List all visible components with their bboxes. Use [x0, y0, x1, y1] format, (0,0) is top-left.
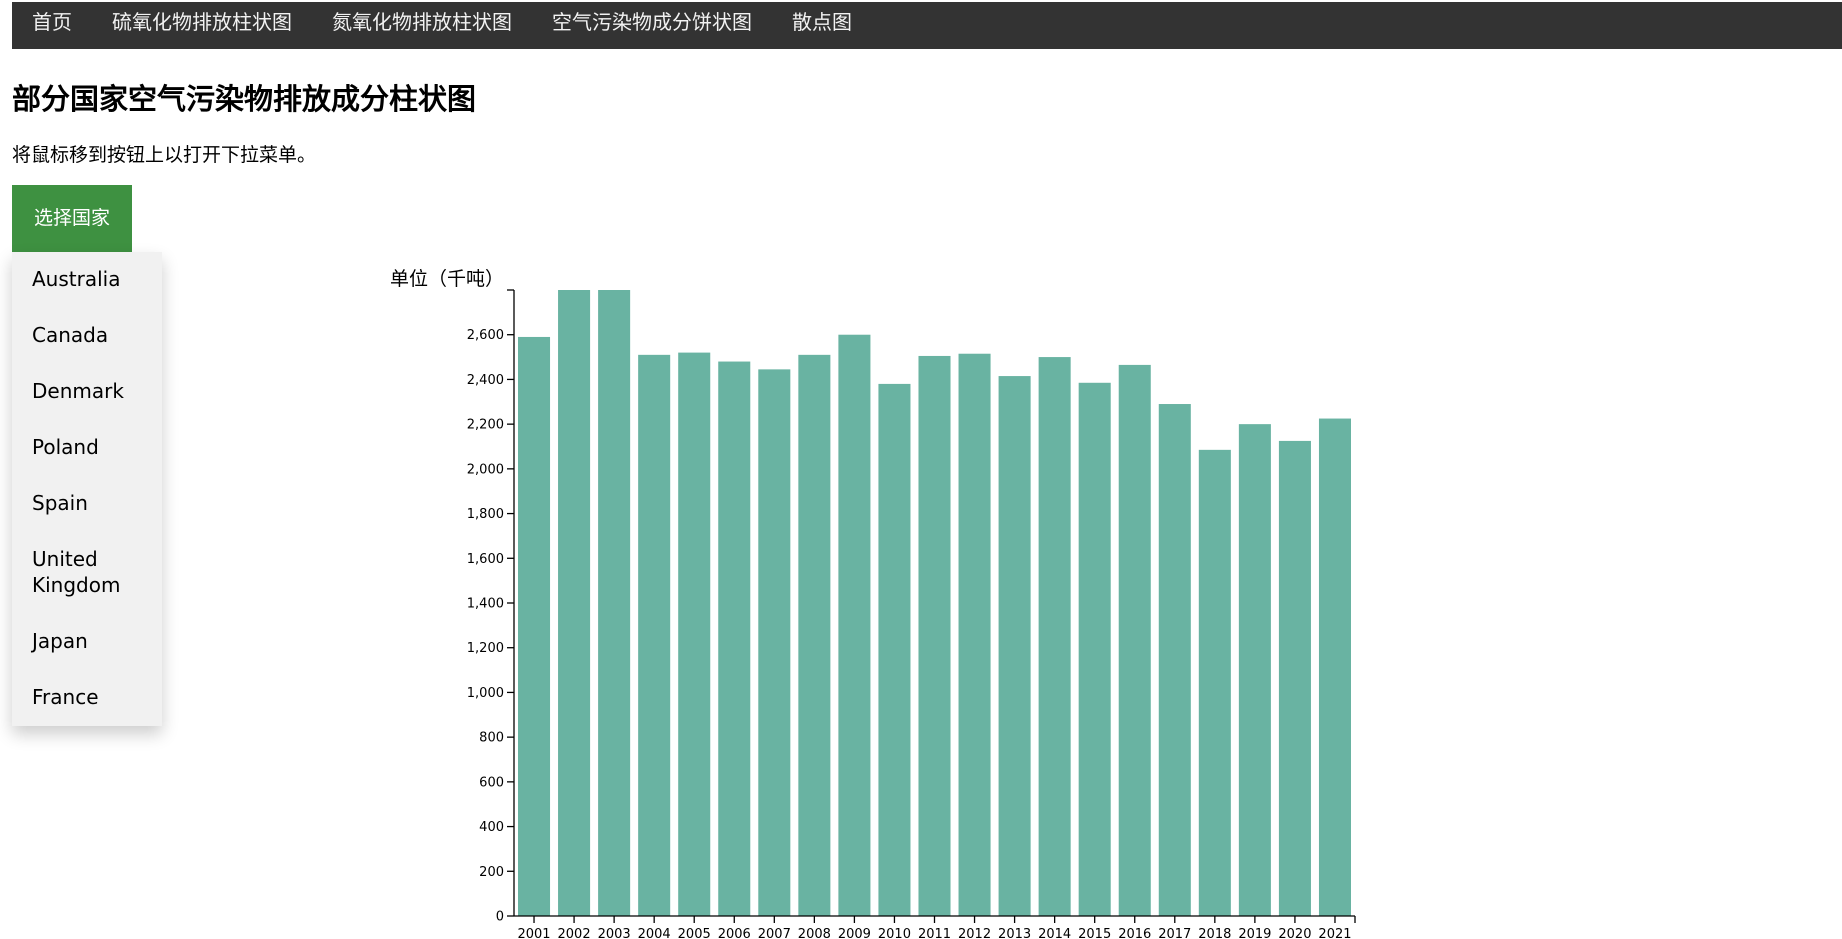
bar-2006	[718, 361, 751, 916]
country-dropdown-menu: Australia Canada Denmark Poland Spain Un…	[12, 252, 162, 726]
y-tick-label: 2,400	[467, 373, 504, 388]
x-tick-label: 2017	[1158, 927, 1191, 939]
x-tick-label: 2018	[1198, 927, 1231, 939]
x-tick-label: 2015	[1078, 927, 1111, 939]
x-tick-label: 2001	[517, 927, 550, 939]
x-tick-label: 2008	[798, 927, 831, 939]
country-option-france[interactable]: France	[32, 685, 99, 709]
y-tick-label: 2,600	[467, 328, 504, 343]
bar-2019	[1238, 424, 1271, 916]
nav-sulfur-oxides-bar[interactable]: 硫氧化物排放柱状图	[112, 10, 292, 34]
y-tick-label: 200	[479, 865, 504, 880]
bar-2021	[1318, 418, 1351, 916]
y-tick-label: 1,800	[467, 507, 504, 522]
x-tick-label: 2006	[718, 927, 751, 939]
bar-2010	[878, 383, 911, 916]
x-tick-label: 2004	[638, 927, 671, 939]
bar-2011	[918, 355, 951, 916]
bar-2007	[758, 369, 791, 916]
x-tick-label: 2009	[838, 927, 871, 939]
chart-bars	[518, 290, 1351, 917]
y-tick-label: 800	[479, 731, 504, 746]
bar-2016	[1118, 364, 1151, 916]
bar-2014	[1038, 357, 1071, 916]
select-country-button[interactable]: 选择国家	[12, 185, 132, 252]
bar-2018	[1198, 449, 1231, 916]
bar-2003	[598, 290, 631, 916]
x-tick-label: 2019	[1238, 927, 1271, 939]
country-option-united-kingdom[interactable]: United Kingdom	[32, 547, 121, 597]
bar-2001	[518, 336, 551, 916]
bar-2017	[1158, 404, 1191, 916]
x-tick-label: 2012	[958, 927, 991, 939]
bar-2008	[798, 354, 831, 917]
nav-home[interactable]: 首页	[32, 10, 72, 34]
bar-2005	[678, 352, 711, 917]
x-tick-label: 2003	[598, 927, 631, 939]
nav-nitrogen-oxides-bar[interactable]: 氮氧化物排放柱状图	[332, 10, 512, 34]
nav-scatter[interactable]: 散点图	[792, 10, 852, 34]
bar-2015	[1078, 382, 1111, 916]
bar-2012	[958, 353, 991, 917]
y-tick-label: 1,200	[467, 641, 504, 656]
country-option-japan[interactable]: Japan	[32, 629, 88, 653]
y-tick-label: 1,000	[467, 686, 504, 701]
country-option-poland[interactable]: Poland	[32, 435, 99, 459]
y-tick-label: 1,400	[467, 597, 504, 612]
x-tick-label: 2002	[558, 927, 591, 939]
x-tick-label: 2016	[1118, 927, 1151, 939]
country-option-australia[interactable]: Australia	[32, 267, 121, 291]
y-tick-label: 1,600	[467, 552, 504, 567]
page-title: 部分国家空气污染物排放成分柱状图	[12, 82, 477, 116]
y-axis: 0 200 400 600 800 1,000 1,200 1,400 1,600 1,800 2,…	[467, 289, 515, 925]
x-tick-label: 2011	[918, 927, 951, 939]
bar-2004	[638, 354, 671, 917]
bar-2020	[1278, 440, 1311, 916]
x-tick-label: 2007	[758, 927, 791, 939]
country-option-denmark[interactable]: Denmark	[32, 379, 124, 403]
y-axis-label: 单位（千吨）	[390, 268, 504, 290]
bar-2002	[558, 290, 591, 916]
x-tick-label: 2005	[678, 927, 711, 939]
nav-pollutant-pie[interactable]: 空气污染物成分饼状图	[552, 10, 752, 34]
y-tick-label: 0	[496, 910, 504, 925]
y-tick-label: 400	[479, 820, 504, 835]
x-tick-label: 2020	[1278, 927, 1311, 939]
y-tick-label: 600	[479, 775, 504, 790]
top-navbar: 首页 硫氧化物排放柱状图 氮氧化物排放柱状图 空气污染物成分饼状图 散点图	[12, 2, 1842, 49]
x-tick-label: 2010	[878, 927, 911, 939]
country-option-canada[interactable]: Canada	[32, 323, 109, 347]
country-option-spain[interactable]: Spain	[32, 491, 88, 515]
x-tick-label: 2014	[1038, 927, 1071, 939]
dropdown-hint: 将鼠标移到按钮上以打开下拉菜单。	[12, 144, 317, 166]
x-axis: 2001 2002 2003 2004 2005 2006 2007 2008 2009 2010…	[514, 915, 1356, 939]
x-tick-label: 2021	[1318, 927, 1351, 939]
bar-2013	[998, 376, 1031, 916]
y-tick-label: 2,200	[467, 418, 504, 433]
bar-2009	[838, 334, 871, 917]
x-tick-label: 2013	[998, 927, 1031, 939]
y-tick-label: 2,000	[467, 462, 504, 477]
